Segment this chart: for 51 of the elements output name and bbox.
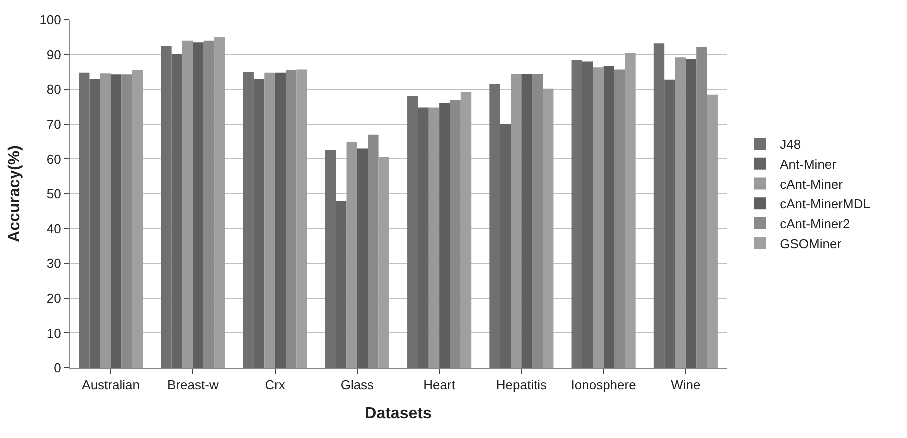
bar bbox=[707, 94, 718, 368]
x-tick-label: Ionosphere bbox=[571, 378, 636, 393]
x-axis-title: Datasets bbox=[365, 405, 432, 422]
bar bbox=[604, 66, 614, 368]
y-tick-label: 40 bbox=[46, 221, 62, 236]
x-tick-label: Australian bbox=[82, 378, 140, 393]
y-tick-label: 70 bbox=[46, 116, 62, 132]
x-tick-label: Crx bbox=[265, 378, 286, 393]
y-tick-label: 100 bbox=[40, 12, 62, 28]
y-axis-title: Accuracy(%) bbox=[6, 146, 24, 242]
bar bbox=[264, 72, 276, 368]
bar bbox=[440, 104, 450, 368]
bar bbox=[625, 53, 636, 368]
y-tick-label: 10 bbox=[46, 326, 62, 341]
legend-label: Ant-Miner bbox=[780, 156, 838, 172]
bar bbox=[214, 37, 226, 368]
x-tick-label: Hepatitis bbox=[496, 378, 548, 393]
legend-label: cAnt-Miner2 bbox=[780, 216, 850, 232]
y-tick-label: 80 bbox=[46, 82, 62, 98]
y-tick-label: 50 bbox=[46, 186, 62, 202]
bar bbox=[522, 74, 532, 368]
bar bbox=[296, 70, 308, 368]
bar bbox=[275, 72, 286, 368]
bar bbox=[460, 92, 472, 368]
y-tick-label: 30 bbox=[46, 256, 62, 272]
bar bbox=[193, 42, 204, 368]
bar bbox=[378, 157, 390, 368]
bar bbox=[346, 142, 358, 368]
bar bbox=[111, 74, 122, 368]
bar bbox=[182, 40, 194, 368]
legend-label: cAnt-MinerMDL bbox=[780, 196, 870, 212]
bar bbox=[357, 148, 368, 368]
y-tick-label: 0 bbox=[54, 360, 62, 376]
bar bbox=[428, 108, 440, 368]
y-tick-label: 90 bbox=[46, 47, 62, 62]
bar bbox=[132, 70, 144, 368]
y-tick-label: 20 bbox=[46, 290, 62, 306]
legend-label: cAnt-Miner bbox=[780, 176, 844, 192]
bar bbox=[686, 59, 697, 368]
bar bbox=[100, 74, 112, 368]
bar bbox=[511, 74, 522, 368]
legend-label: J48 bbox=[780, 137, 802, 152]
x-tick-label: Breast-w bbox=[168, 378, 220, 393]
x-tick-label: Heart bbox=[424, 378, 456, 393]
x-tick-label: Glass bbox=[340, 378, 375, 393]
bar bbox=[675, 58, 686, 368]
bar bbox=[543, 88, 554, 368]
legend-label: GSOMiner bbox=[780, 236, 842, 252]
x-tick-label: Wine bbox=[671, 378, 701, 393]
bar bbox=[593, 68, 604, 368]
y-tick-label: 60 bbox=[46, 152, 62, 167]
